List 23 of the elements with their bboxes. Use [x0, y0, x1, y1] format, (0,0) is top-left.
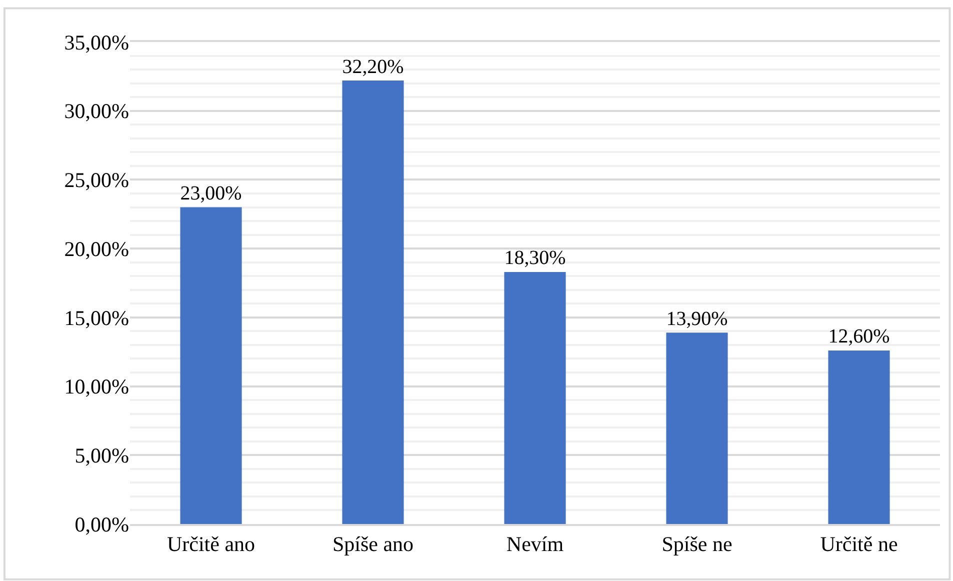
y-tick-label: 10,00% [64, 374, 129, 399]
bar [180, 207, 242, 524]
bar [342, 80, 404, 524]
bar [828, 350, 890, 524]
y-tick-label: 20,00% [64, 236, 129, 261]
bar [666, 332, 728, 524]
y-tick-label: 35,00% [64, 30, 129, 54]
x-tick-label: Spíše ne [662, 532, 732, 556]
data-label: 23,00% [180, 182, 242, 205]
data-label: 12,60% [828, 326, 890, 348]
y-tick-label: 15,00% [64, 306, 129, 330]
data-label: 13,90% [666, 308, 728, 330]
x-tick-label: Nevím [506, 532, 564, 556]
bar [504, 272, 566, 524]
data-label: 32,20% [342, 56, 404, 78]
y-tick-label: 25,00% [64, 168, 129, 192]
y-tick-label: 30,00% [64, 99, 129, 124]
data-label: 18,30% [504, 247, 566, 270]
x-tick-label: Určitě ano [166, 532, 256, 556]
x-tick-label: Spíše ano [332, 532, 414, 556]
x-tick-label: Určitě ne [820, 532, 898, 556]
y-tick-label: 5,00% [74, 443, 129, 468]
y-tick-label: 0,00% [74, 512, 129, 536]
